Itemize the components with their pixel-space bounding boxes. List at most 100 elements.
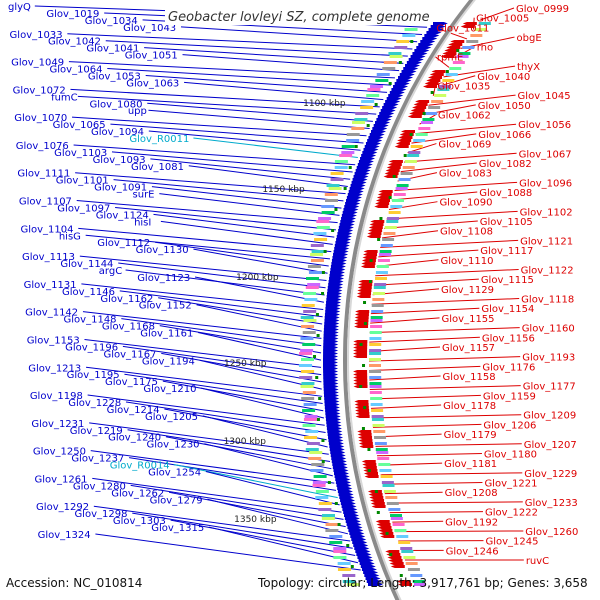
function-block [301,397,315,400]
reverse-gene-arrow [354,403,369,406]
function-block [341,151,355,154]
forward-gene-arrow [405,64,421,67]
forward-gene-arrow [369,133,385,136]
reverse-gene-arrow [440,55,455,58]
label-leader-line [193,137,358,158]
function-block [303,403,317,406]
position-mark [315,313,319,316]
position-mark [403,154,407,157]
forward-gene-arrow [326,298,342,301]
function-block [302,331,316,334]
gene-label: Glov_1091 [94,183,147,194]
reverse-gene-arrow [375,520,390,523]
forward-gene-arrow [355,169,371,172]
reverse-gene-arrow [363,250,378,253]
function-block [367,88,381,91]
gene-label: Glov_1067 [519,149,572,160]
function-block [299,376,313,379]
gene-label: Glov_1167 [103,349,156,360]
forward-gene-arrow [418,43,434,46]
label-leader-line [70,88,380,108]
label-leader-line [205,470,340,506]
gene-label: Glov_1094 [91,127,144,138]
label-leader-line [130,484,344,520]
position-mark [389,553,393,556]
label-leader-line [384,491,443,495]
forward-gene-arrow [323,373,339,376]
position-mark [367,469,371,472]
label-leader-line [371,414,522,419]
label-leader-line [105,40,408,57]
reverse-gene-arrow [413,103,428,106]
accession-value: NC_010814 [73,576,143,590]
reverse-gene-arrow [364,475,379,478]
gene-label: Glov_1193 [522,353,575,364]
forward-gene-arrow [406,61,422,64]
scale-mark-label: 1200 kbp [236,273,279,283]
forward-gene-arrow [337,232,353,235]
label-leader-line [85,366,323,397]
gene-label: Glov_1231 [31,419,84,430]
function-block [369,370,382,373]
forward-gene-arrow [323,361,339,364]
function-block [414,583,427,586]
function-block [302,409,316,412]
function-block [418,127,431,130]
label-leader-line [160,220,333,245]
forward-gene-arrow [323,364,339,367]
label-leader-line [147,102,373,122]
label-leader-line [371,298,520,305]
label-leader-line [76,200,338,224]
gene-label: Glov_1292 [36,502,89,513]
forward-gene-arrow [337,487,353,490]
gene-label: Glov_1069 [438,140,491,151]
reverse-gene-arrow [354,313,369,316]
label-leader-line [68,61,395,79]
forward-gene-arrow [343,511,359,514]
function-block [377,457,390,460]
forward-gene-arrow [339,223,355,226]
function-block [394,529,407,532]
label-leader-line [92,477,342,513]
reverse-gene-arrow [361,460,376,463]
function-block [324,193,338,196]
rna-label: Glov_R0011 [129,134,189,145]
function-block [462,46,475,49]
position-mark [321,271,325,274]
reverse-gene-arrow [442,52,457,55]
gene-label: Glov_1222 [485,508,538,519]
function-block [321,205,335,208]
function-block [442,79,455,82]
label-leader-line [194,276,325,303]
reverse-gene-arrow [370,499,385,502]
function-block [310,469,324,472]
label-leader-line [207,498,349,535]
gene-label: obgE [517,33,542,44]
function-block [330,172,344,175]
reverse-gene-arrow [460,25,475,28]
forward-gene-arrow [394,82,410,85]
forward-gene-arrow [376,118,392,121]
function-block [383,61,397,64]
label-leader-line [480,7,515,21]
forward-gene-arrow [365,142,381,145]
forward-gene-arrow [331,457,347,460]
label-leader-line [77,95,377,115]
function-block [369,376,382,379]
function-block [373,430,386,433]
reverse-gene-arrow [376,196,391,199]
position-marks [313,40,460,577]
function-block [369,358,382,361]
function-block [360,106,374,109]
function-block [375,271,388,274]
forward-gene-arrow [398,76,414,79]
function-block [370,85,384,88]
function-block [434,94,447,97]
forward-gene-arrow [344,514,360,517]
function-block [386,220,399,223]
label-leader-line [164,408,327,441]
label-leader-line [95,533,361,571]
label-leader-line [394,181,518,192]
reverse-gene-arrow [354,319,369,322]
reverse-gene-arrow [374,205,389,208]
